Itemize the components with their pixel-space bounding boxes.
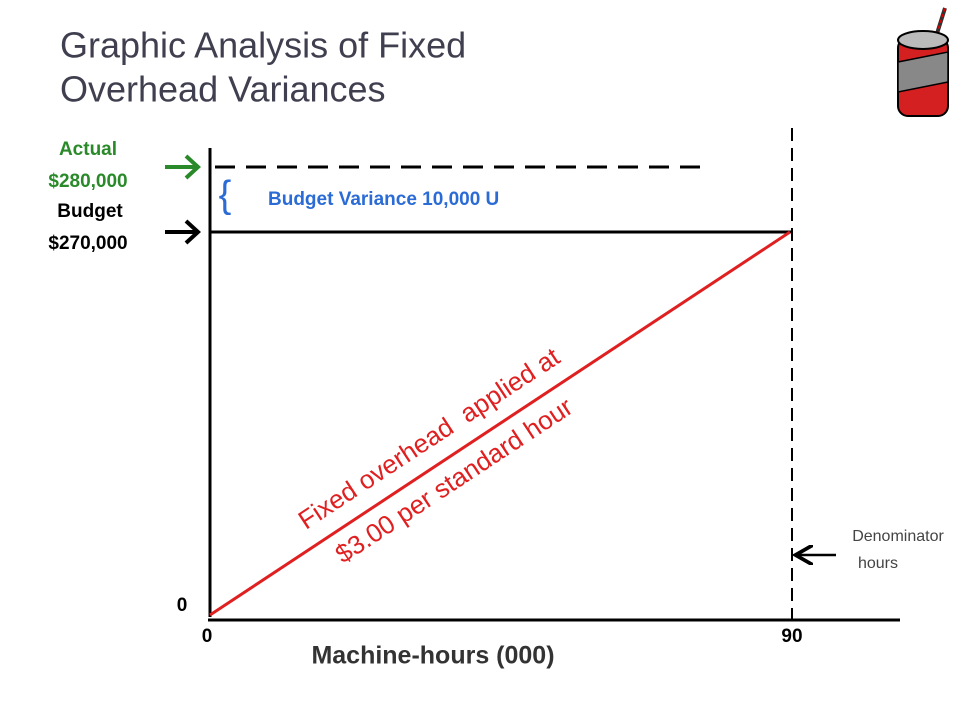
title-line: Graphic Analysis of Fixed: [60, 25, 466, 66]
denominator-label: Denominator: [852, 528, 944, 545]
brace: {: [219, 174, 232, 216]
applied-line: [209, 230, 791, 617]
actual-label: Actual: [59, 139, 117, 160]
actual-arrow: [165, 154, 201, 180]
x-tick-label: 0: [202, 626, 213, 647]
x-axis-label: Machine-hours (000): [311, 642, 554, 670]
x-tick-label: 90: [781, 626, 802, 647]
budget-arrow: [165, 219, 201, 245]
title-line: Overhead Variances: [60, 69, 386, 110]
budget-label: Budget: [57, 201, 123, 222]
budget-amount: $270,000: [48, 233, 127, 254]
can-icon: [897, 7, 949, 117]
denominator-label: hours: [858, 555, 898, 572]
actual-amount: $280,000: [48, 171, 127, 192]
variance-label: Budget Variance 10,000 U: [268, 189, 499, 210]
y-origin-label: 0: [177, 595, 188, 616]
